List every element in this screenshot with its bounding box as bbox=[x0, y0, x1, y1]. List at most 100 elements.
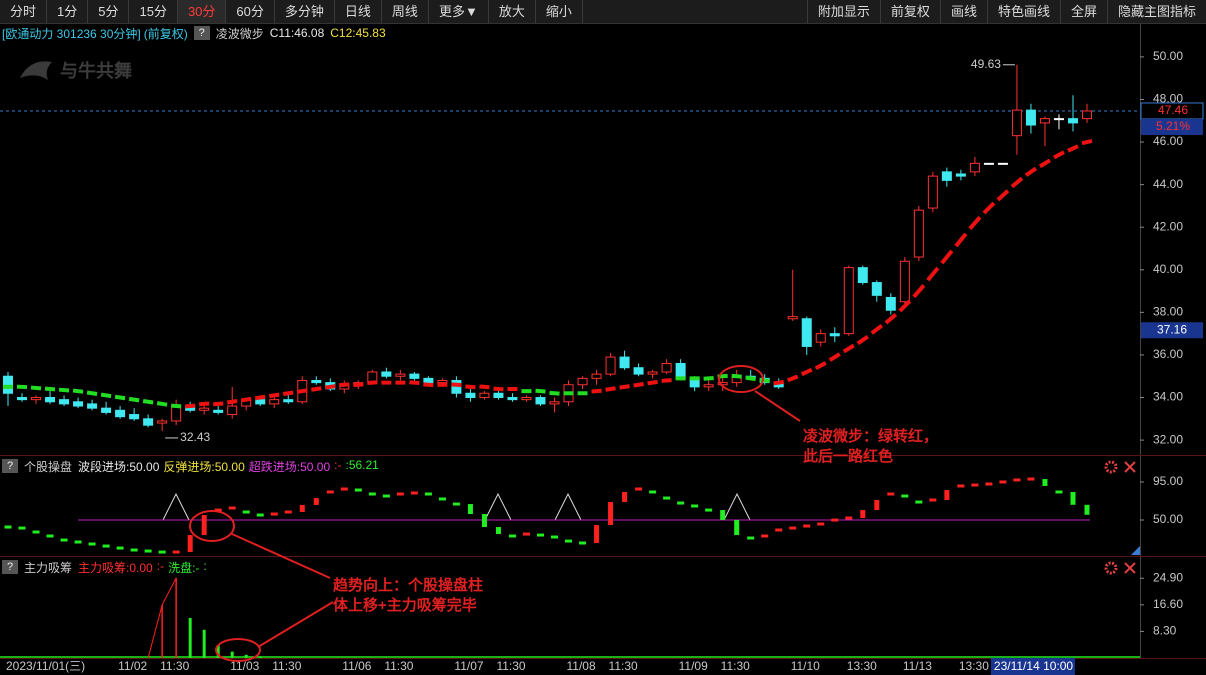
trend-mark bbox=[926, 266, 940, 282]
x-tick-label: 23/11/14 10:00 bbox=[994, 659, 1074, 673]
candle-body bbox=[899, 260, 910, 303]
annotation-text: 体上移+主力吸筹完毕 bbox=[333, 596, 477, 614]
trend-mark bbox=[423, 382, 434, 388]
toolbar-button[interactable]: 日线 bbox=[335, 0, 382, 23]
trend-mark bbox=[912, 284, 926, 299]
candle-body bbox=[3, 375, 13, 394]
candle-body bbox=[549, 401, 560, 405]
settings-icon[interactable] bbox=[1104, 460, 1118, 474]
toolbar: 分时 1分 5分 15分 30分 60分 多分钟 日线 周线 更多▼ 放大 缩小 附加显示 前复权 画线特… bbox=[0, 0, 1206, 24]
toolbar-button[interactable]: 隐藏主图指标 bbox=[1106, 0, 1206, 23]
x-tick-label: 11/02 bbox=[118, 659, 147, 673]
panel-title: 个股操盘 bbox=[24, 459, 73, 474]
trend-mark bbox=[367, 380, 378, 385]
candle-body bbox=[1082, 110, 1092, 120]
panel-title: 主力吸筹 bbox=[24, 560, 73, 575]
candle-body bbox=[1067, 118, 1078, 124]
toolbar-button[interactable]: 画线 bbox=[939, 0, 987, 23]
help-button[interactable]: ? bbox=[2, 459, 18, 473]
trend-mark bbox=[493, 386, 504, 392]
toolbar-button[interactable]: 特色画线 bbox=[986, 0, 1060, 23]
cursor-time-box bbox=[990, 658, 1075, 675]
candle-body bbox=[647, 371, 658, 375]
low-label: 32.43 bbox=[180, 430, 210, 444]
x-tick-label: 13:30 bbox=[847, 659, 877, 673]
y-tick-label: 40.00 bbox=[1153, 262, 1183, 276]
toolbar-button[interactable]: 15分 bbox=[129, 0, 178, 23]
trend-mark bbox=[535, 388, 546, 394]
candle-body bbox=[1039, 118, 1050, 124]
trend-mark bbox=[605, 386, 616, 392]
trend-mark bbox=[199, 401, 210, 407]
y-tick-label: 46.00 bbox=[1153, 134, 1183, 148]
candle-body bbox=[717, 382, 728, 386]
toolbar-button[interactable]: 放大 bbox=[489, 0, 536, 23]
candle-body bbox=[129, 414, 140, 420]
y-tick-label: 36.00 bbox=[1153, 347, 1183, 361]
logo-icon bbox=[20, 61, 52, 80]
trend-mark bbox=[254, 394, 266, 401]
trend-mark bbox=[128, 396, 140, 403]
toolbar-button[interactable]: 附加显示 bbox=[806, 0, 880, 23]
trend-mark bbox=[72, 388, 84, 394]
toolbar-button[interactable]: 1分 bbox=[47, 0, 89, 23]
x-tick-label: 11/06 bbox=[342, 659, 371, 673]
toolbar-button[interactable]: 更多▼ bbox=[429, 0, 489, 23]
candle-body bbox=[577, 377, 588, 386]
signal-triangles bbox=[162, 492, 751, 521]
toolbar-button[interactable]: 多分钟 bbox=[275, 0, 335, 23]
toolbar-button[interactable]: 前复权 bbox=[879, 0, 940, 23]
rise-line bbox=[147, 604, 163, 659]
candle-body bbox=[591, 373, 602, 379]
change-box bbox=[1141, 118, 1203, 135]
candle-body bbox=[269, 399, 280, 405]
candle-body bbox=[31, 397, 42, 401]
toolbar-button[interactable]: 缩小 bbox=[536, 0, 583, 23]
watermark: 与牛共舞 bbox=[60, 60, 132, 81]
x-tick-label: 11/09 bbox=[679, 659, 708, 673]
trend-mark bbox=[100, 392, 112, 399]
candle-body bbox=[115, 409, 126, 418]
trend-mark bbox=[1010, 176, 1024, 189]
trend-mark bbox=[86, 390, 98, 397]
x-tick-label: 11:30 bbox=[160, 659, 189, 673]
y-tick-label: 42.00 bbox=[1153, 219, 1183, 233]
callout-ellipse bbox=[718, 365, 764, 393]
panel-header: ? 个股操盘 波段进场:50.00 反弹进场:50.00 超跌进场:50.00:-:… bbox=[2, 458, 379, 474]
candle-body bbox=[395, 373, 406, 377]
toolbar-button[interactable]: 30分 bbox=[177, 0, 227, 23]
y-tick-label: 8.30 bbox=[1153, 624, 1177, 638]
legend-entry: :- bbox=[334, 457, 342, 472]
toolbar-button[interactable]: 全屏 bbox=[1059, 0, 1107, 23]
help-button[interactable]: ? bbox=[193, 26, 210, 40]
toolbar-button[interactable]: 5分 bbox=[88, 0, 130, 23]
toolbar-right: 附加显示 前复权 画线 特色画线 全屏 隐藏主图指标 bbox=[806, 0, 1206, 23]
settings-icon[interactable] bbox=[1104, 561, 1118, 575]
x-tick-label: 11/08 bbox=[567, 659, 596, 673]
oscillator-bar bbox=[187, 535, 193, 553]
trend-mark bbox=[549, 390, 560, 396]
close-icon[interactable] bbox=[1124, 562, 1136, 574]
legend: C11:46.08 C12:45.83 bbox=[270, 26, 386, 40]
trend-mark bbox=[828, 352, 841, 362]
trend-mark bbox=[353, 382, 364, 388]
signal-triangle bbox=[723, 492, 751, 521]
rise-line bbox=[161, 577, 177, 606]
legend-entry: :56.21 bbox=[345, 457, 379, 472]
trend-mark bbox=[339, 382, 350, 388]
candle-body bbox=[675, 362, 686, 379]
y-tick-label: 32.00 bbox=[1153, 432, 1183, 446]
candle-body bbox=[1053, 118, 1064, 121]
oscillator-bar bbox=[734, 520, 740, 536]
help-button[interactable]: ? bbox=[2, 560, 18, 574]
toolbar-button[interactable]: 周线 bbox=[382, 0, 429, 23]
trend-mark bbox=[884, 313, 898, 325]
toolbar-button[interactable]: 分时 bbox=[0, 0, 48, 23]
trend-mark bbox=[1038, 158, 1052, 169]
close-icon[interactable] bbox=[1124, 461, 1136, 473]
toolbar-button[interactable]: 60分 bbox=[226, 0, 275, 23]
oscillator-bar bbox=[874, 499, 880, 511]
trend-mark bbox=[731, 373, 742, 379]
corner-mark bbox=[1131, 546, 1140, 555]
